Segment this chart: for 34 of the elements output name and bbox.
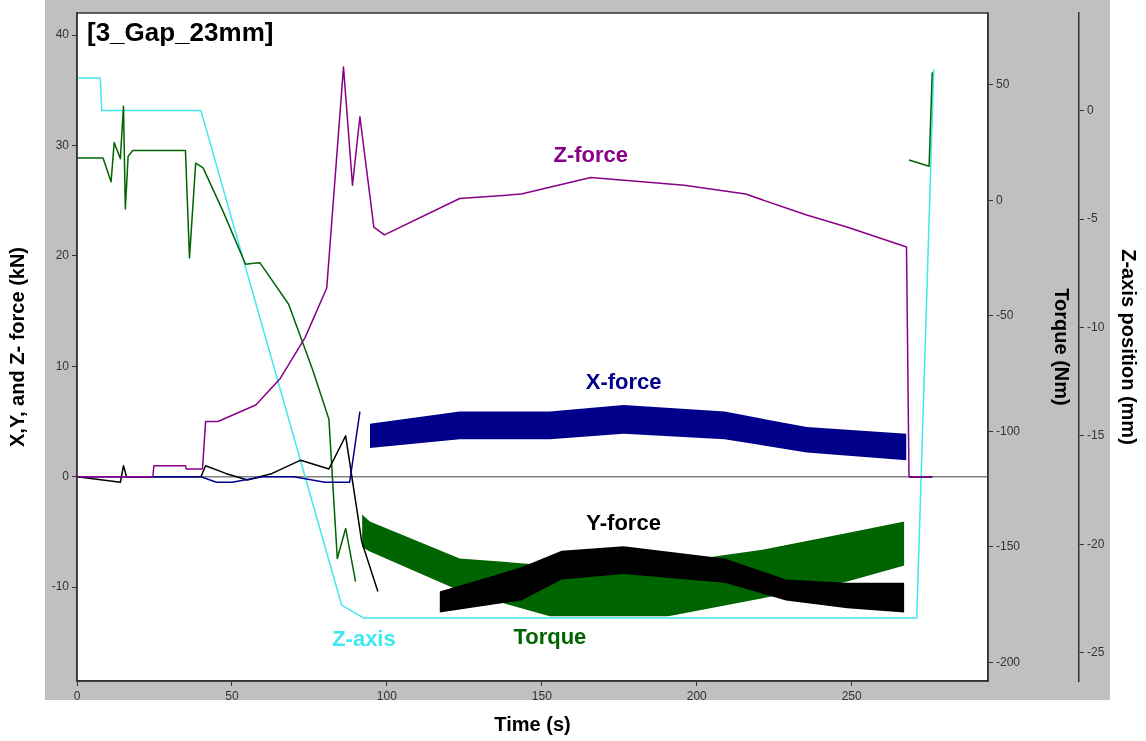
text: X-force [585,369,662,395]
y3-tick-label: -15 [1087,428,1105,443]
chart-title: [3_Gap_23mm] [87,17,274,48]
y3-axis-title: Z-axis position (mm) [1118,249,1141,445]
x-tick-label: 200 [686,688,708,703]
series-label: Z-force [553,141,629,167]
y-tick-label: 10 [55,358,70,373]
x-tick-label: 0 [73,688,81,703]
y3-tick-label: 0 [1087,102,1094,117]
y2-tick-label: -100 [996,423,1021,438]
x-axis-title: Time (s) [494,712,571,735]
y2-tick-label: 50 [996,76,1010,91]
text: Torque [513,624,587,650]
y3-tick-label: -25 [1087,645,1105,660]
series-label: Z-axis [332,626,396,652]
x-tick-label: 150 [531,688,553,703]
y2-tick-label: -150 [996,539,1021,554]
y2-tick-label: -50 [996,308,1014,323]
y-tick-label: 0 [62,469,70,484]
y-axis-title: X,Y, and Z- force (kN) [5,246,28,448]
y2-tick-label: 0 [996,192,1003,207]
text: Y-force [586,510,661,536]
y3-tick-label: -5 [1087,211,1098,226]
y3-tick-label: -20 [1087,536,1105,551]
x-tick-label: 250 [841,688,862,703]
y2-axis-title: Torque (Nm) [1051,288,1074,406]
y-tick-label: 20 [55,248,70,263]
y-tick-label: -10 [51,579,70,594]
y-tick-label: 30 [55,137,70,152]
x-tick-label: 100 [376,688,398,703]
x-tick-label: 50 [225,688,239,703]
y2-tick-label: -200 [996,654,1021,669]
y-tick-label: 40 [55,27,70,42]
y3-tick-label: -10 [1087,319,1105,334]
